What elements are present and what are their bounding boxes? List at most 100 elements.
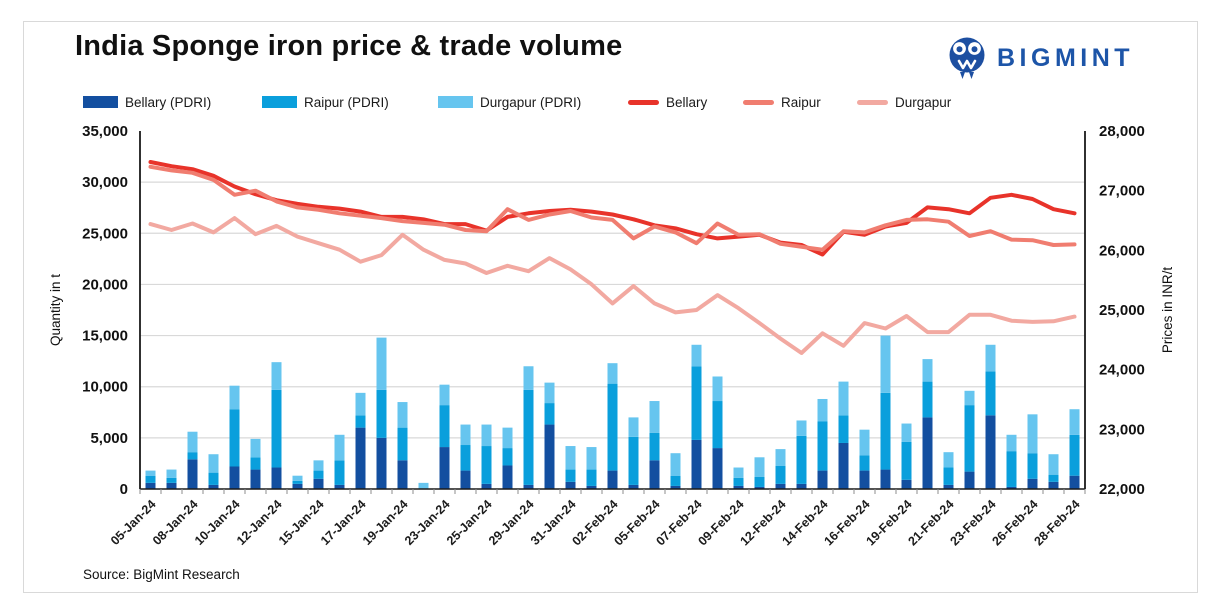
bar-segment-bellary-pdri <box>313 478 324 489</box>
bar-segment-durgapur-pdri <box>607 363 618 384</box>
x-axis-date-label: 28-Feb-24 <box>1031 497 1082 548</box>
legend-item-bellary: Bellary <box>628 93 707 111</box>
bar-segment-raipur-pdri <box>439 405 450 448</box>
bar-segment-durgapur-pdri <box>628 417 639 437</box>
bar-segment-bellary-pdri <box>1069 475 1080 489</box>
bar-segment-bellary-pdri <box>1006 486 1017 489</box>
bar-segment-bellary-pdri <box>796 483 807 489</box>
bar-segment-durgapur-pdri <box>985 344 996 372</box>
bar-segment-bellary-pdri <box>775 483 786 489</box>
bar-segment-raipur-pdri <box>586 469 597 486</box>
left-axis-tick-label: 20,000 <box>82 276 128 293</box>
bar-segment-durgapur-pdri <box>292 475 303 481</box>
bar-segment-bellary-pdri <box>670 485 681 489</box>
bar-segment-bellary-pdri <box>292 483 303 489</box>
bar-segment-bellary-pdri <box>544 424 555 489</box>
bar-segment-bellary-pdri <box>523 484 534 489</box>
legend-item-bellary-pdri: Bellary (PDRI) <box>83 93 211 111</box>
bar-segment-raipur-pdri <box>817 421 828 471</box>
bar-segment-durgapur-pdri <box>859 429 870 456</box>
bar-segment-raipur-pdri <box>145 475 156 483</box>
bar-segment-bellary-pdri <box>439 447 450 489</box>
legend-item-durgapur: Durgapur <box>857 93 951 111</box>
legend-label: Durgapur (PDRI) <box>480 94 582 110</box>
right-axis-tick-label: 24,000 <box>1099 362 1145 379</box>
bar-segment-durgapur-pdri <box>271 362 282 390</box>
bar-segment-raipur-pdri <box>712 401 723 449</box>
bar-segment-raipur-pdri <box>229 409 240 467</box>
left-axis-title: Quantity in t <box>48 274 63 346</box>
bar-segment-durgapur-pdri <box>1069 409 1080 435</box>
bar-segment-raipur-pdri <box>775 465 786 484</box>
bar-segment-durgapur-pdri <box>649 401 660 433</box>
bar-segment-bellary-pdri <box>691 439 702 489</box>
right-axis-tick-label: 22,000 <box>1099 481 1145 498</box>
bar-segment-raipur-pdri <box>334 460 345 485</box>
bar-segment-durgapur-pdri <box>712 376 723 402</box>
bar-segment-raipur-pdri <box>1006 451 1017 487</box>
bar-segment-raipur-pdri <box>691 366 702 440</box>
bar-segment-raipur-pdri <box>796 435 807 484</box>
bar-segment-raipur-pdri <box>355 415 366 428</box>
page-title: India Sponge iron price & trade volume <box>75 30 623 62</box>
bar-segment-bellary-pdri <box>397 460 408 489</box>
bar-segment-raipur-pdri <box>859 455 870 471</box>
price-line-bellary <box>148 160 1077 257</box>
bar-segment-raipur-pdri <box>943 467 954 485</box>
bar-segment-durgapur-pdri <box>418 482 429 489</box>
price-volume-chart: 0 5,000 10,000 15,000 20,000 25,000 30,000 35,0… <box>20 115 1200 565</box>
legend-label: Bellary <box>666 94 708 110</box>
bar-segment-raipur-pdri <box>838 415 849 443</box>
left-axis-tick-label: 5,000 <box>90 430 128 447</box>
chart-svg: 0 5,000 10,000 15,000 20,000 25,000 30,000 35,0… <box>48 123 1175 548</box>
bar-segment-durgapur-pdri <box>439 384 450 406</box>
bar-segment-raipur-pdri <box>376 389 387 438</box>
bar-segment-durgapur-pdri <box>145 470 156 476</box>
bar-segment-raipur-pdri <box>733 477 744 486</box>
bar-segment-raipur-pdri <box>670 475 681 486</box>
bar-segment-bellary-pdri <box>187 459 198 489</box>
legend-label: Durgapur <box>895 94 952 110</box>
bar-segment-bellary-pdri <box>229 466 240 489</box>
bar-segment-durgapur-pdri <box>502 427 513 449</box>
bar-segment-raipur-pdri <box>460 445 471 471</box>
left-axis-tick-label: 30,000 <box>82 174 128 191</box>
bar-segment-bellary-pdri <box>838 442 849 489</box>
bigmint-logo-text: BIGMINT <box>997 43 1135 72</box>
bar-segment-bellary-pdri <box>733 485 744 489</box>
legend-item-raipur-pdri: Raipur (PDRI) <box>262 93 389 111</box>
bar-segment-raipur-pdri <box>1027 453 1038 479</box>
bigmint-owl-icon <box>949 37 985 79</box>
line-swatch-raipur <box>743 99 774 105</box>
bar-segment-bellary-pdri <box>355 427 366 489</box>
bar-segment-durgapur-pdri <box>229 385 240 410</box>
bar-segment-raipur-pdri <box>964 405 975 472</box>
legend-label: Bellary (PDRI) <box>125 94 212 110</box>
bar-segment-durgapur-pdri <box>565 446 576 470</box>
legend-label: Raipur (PDRI) <box>304 94 389 110</box>
bar-segment-bellary-pdri <box>607 470 618 489</box>
bar-segment-bellary-pdri <box>628 484 639 489</box>
chart-legend: Bellary (PDRI) Raipur (PDRI) Durgapur (PDR… <box>0 93 1220 111</box>
bar-segment-durgapur-pdri <box>880 335 891 393</box>
left-axis-tick-label: 15,000 <box>82 328 128 345</box>
bar-segment-raipur-pdri <box>313 470 324 479</box>
line-swatch-durgapur <box>857 99 888 105</box>
bar-segment-raipur-pdri <box>397 427 408 461</box>
bar-segment-raipur-pdri <box>922 381 933 418</box>
bar-segment-durgapur-pdri <box>691 344 702 367</box>
bar-segment-durgapur-pdri <box>1027 414 1038 454</box>
bar-segment-raipur-pdri <box>544 403 555 425</box>
bar-segment-durgapur-pdri <box>1006 434 1017 452</box>
bigmint-logo: BIGMINT <box>946 36 1134 80</box>
bar-segment-bellary-pdri <box>145 482 156 489</box>
bar-segment-durgapur-pdri <box>775 449 786 466</box>
bar-segment-raipur-pdri <box>166 477 177 483</box>
bar-segment-bellary-pdri <box>649 460 660 489</box>
bar-segment-raipur-pdri <box>292 480 303 484</box>
bar-segment-raipur-pdri <box>649 432 660 461</box>
bar-segment-durgapur-pdri <box>838 381 849 416</box>
bar-segment-bellary-pdri <box>376 437 387 489</box>
bar-segment-raipur-pdri <box>481 446 492 484</box>
right-axis-tick-label: 28,000 <box>1099 123 1145 140</box>
